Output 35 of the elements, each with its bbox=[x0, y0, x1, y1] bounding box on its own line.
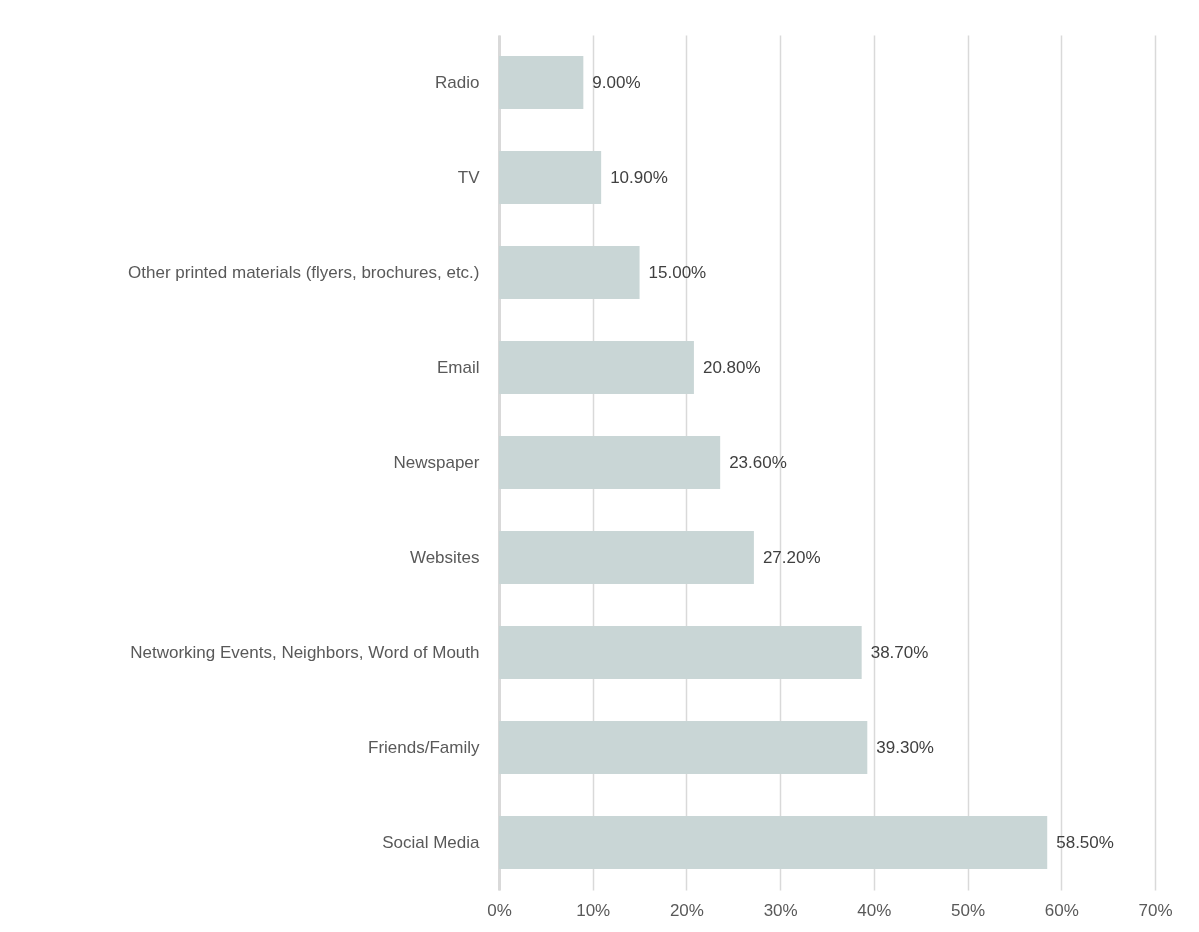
data-label: 9.00% bbox=[592, 72, 641, 92]
y-tick-label: Email bbox=[436, 357, 480, 377]
bar bbox=[499, 815, 1048, 870]
bar bbox=[499, 340, 694, 395]
x-tick-label: 70% bbox=[1138, 900, 1173, 920]
data-label: 10.90% bbox=[610, 167, 668, 187]
bar bbox=[499, 720, 868, 775]
data-label: 27.20% bbox=[762, 547, 821, 567]
bar bbox=[499, 245, 640, 300]
bar bbox=[499, 55, 584, 110]
x-tick-label: 50% bbox=[951, 900, 986, 920]
bar bbox=[499, 150, 602, 205]
y-tick-label: Friends/Family bbox=[368, 737, 480, 757]
data-label: 38.70% bbox=[870, 642, 929, 662]
y-tick-label: Social Media bbox=[382, 832, 481, 852]
x-tick-label: 20% bbox=[669, 900, 704, 920]
x-tick-label: 30% bbox=[763, 900, 798, 920]
x-tick-label: 60% bbox=[1044, 900, 1079, 920]
y-tick-label: Networking Events, Neighbors, Word of Mouth bbox=[130, 642, 480, 662]
y-tick-label: TV bbox=[457, 167, 481, 187]
data-label: 58.50% bbox=[1056, 832, 1114, 852]
y-tick-label: Radio bbox=[435, 72, 480, 92]
x-tick-label: 0% bbox=[487, 900, 512, 920]
y-tick-label: Other printed materials (flyers, brochures, etc.) bbox=[128, 262, 480, 282]
bar bbox=[499, 435, 721, 490]
data-label: 39.30% bbox=[876, 737, 934, 757]
bar bbox=[499, 625, 862, 680]
data-label: 20.80% bbox=[702, 357, 761, 377]
x-tick-label: 40% bbox=[857, 900, 892, 920]
y-tick-label: Newspaper bbox=[393, 452, 480, 472]
x-tick-label: 10% bbox=[576, 900, 611, 920]
data-label: 15.00% bbox=[648, 262, 707, 282]
data-label: 23.60% bbox=[729, 452, 787, 472]
y-tick-label: Websites bbox=[409, 547, 480, 567]
bar bbox=[499, 530, 754, 585]
